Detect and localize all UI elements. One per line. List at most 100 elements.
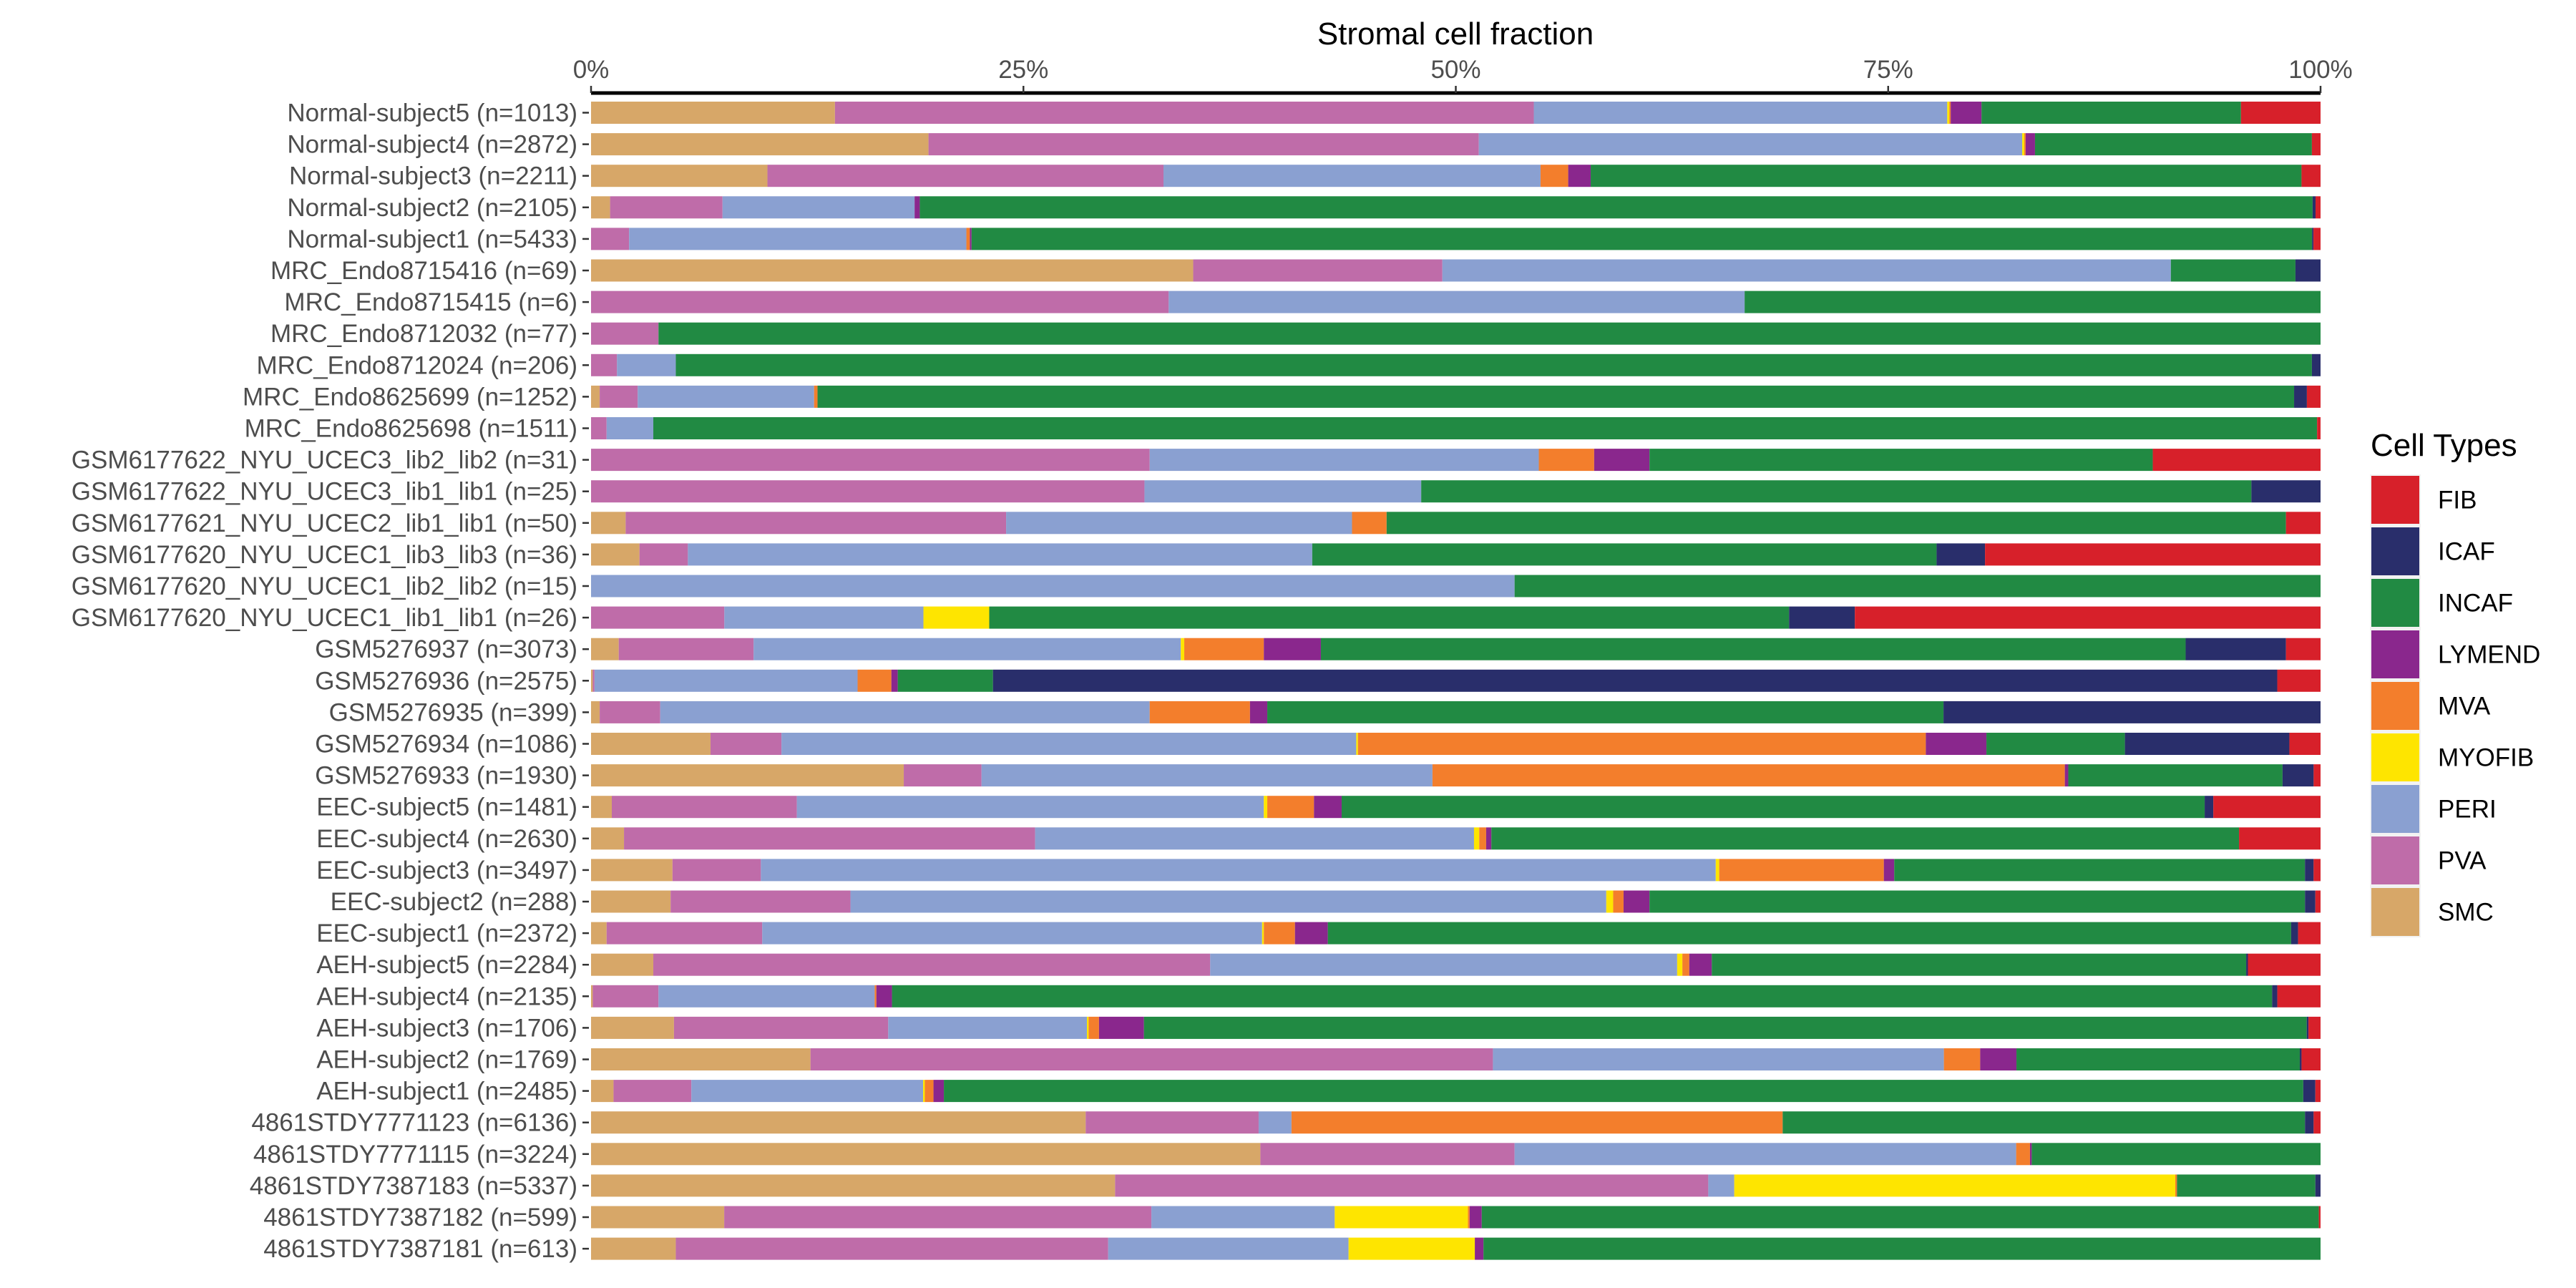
legend-swatch-pva	[2371, 836, 2419, 884]
y-tick-label: GSM5276937 (n=3073)	[315, 635, 577, 663]
bar-segment-pva	[591, 480, 1145, 503]
bar-segment-peri	[591, 575, 1515, 597]
bar-segment-smc	[591, 196, 610, 219]
bar-segment-smc	[591, 764, 904, 787]
bar-segment-lymend	[1294, 922, 1328, 945]
y-tick-label: 4861STDY7771123 (n=6136)	[251, 1109, 577, 1137]
bar-segment-peri	[1708, 1174, 1735, 1197]
x-axis-title: Stromal cell fraction	[1317, 16, 1594, 52]
bar-segment-fib	[2285, 512, 2321, 535]
bar-row	[591, 1111, 2321, 1134]
y-tick-label: Normal-subject4 (n=2872)	[287, 131, 577, 159]
bar-segment-pva	[675, 1237, 1108, 1260]
bar-segment-smc	[591, 701, 600, 723]
x-tick-label: 50%	[1430, 56, 1480, 84]
bar-segment-lymend	[1623, 890, 1650, 913]
bar-segment-mva	[1432, 764, 2065, 787]
bar-segment-mva	[1943, 1048, 1981, 1070]
bar-row	[591, 1143, 2321, 1166]
bar-segment-peri	[850, 890, 1606, 913]
y-tick-label: AEH-subject3 (n=1706)	[316, 1014, 577, 1042]
bar-row	[591, 606, 2321, 629]
bar-segment-incaf	[1745, 291, 2321, 313]
bar-row	[591, 1206, 2321, 1229]
bar-row	[591, 353, 2321, 376]
y-tick-label: AEH-subject2 (n=1769)	[316, 1046, 577, 1074]
bar-segment-peri	[724, 606, 924, 629]
bar-segment-pva	[1115, 1174, 1709, 1197]
bar-row	[591, 890, 2321, 913]
bar-segment-fib	[2313, 228, 2321, 250]
bar-segment-mva	[1267, 796, 1314, 819]
bar-row	[591, 543, 2321, 566]
bar-segment-mva	[1184, 638, 1264, 660]
bar-row	[591, 102, 2321, 124]
bar-segment-pva	[592, 669, 595, 692]
bar-segment-incaf	[2034, 133, 2312, 156]
bar-segment-pva	[639, 543, 688, 566]
y-tick-label: Normal-subject1 (n=5433)	[287, 225, 577, 253]
bar-row	[591, 827, 2321, 850]
bar-segment-myofib	[1086, 1016, 1089, 1039]
bar-segment-smc	[591, 859, 673, 882]
bar-segment-incaf	[1514, 575, 2321, 597]
bar-segment-pva	[613, 1080, 692, 1103]
bar-segment-incaf	[653, 417, 2318, 439]
bar-row	[591, 638, 2321, 660]
bar-segment-incaf	[658, 322, 2321, 345]
bar-segment-mva	[924, 1080, 934, 1103]
bar-segment-pva	[600, 701, 660, 723]
bar-segment-mva	[1613, 890, 1624, 913]
bar-segment-smc	[591, 385, 600, 408]
bar-segment-mva	[966, 228, 970, 250]
bar-segment-pva	[591, 353, 618, 376]
bar-row	[591, 165, 2321, 187]
bar-segment-incaf	[2031, 1143, 2321, 1166]
bar-segment-pva	[610, 196, 723, 219]
bar-segment-incaf	[1649, 449, 2153, 472]
bar-segment-icaf	[2246, 953, 2248, 976]
bar-segment-incaf	[892, 985, 2273, 1008]
bar-row	[591, 1016, 2321, 1039]
bar-segment-smc	[591, 669, 593, 692]
bar-segment-icaf	[2124, 733, 2290, 755]
legend-label: MYOFIB	[2438, 744, 2534, 772]
bar-segment-peri	[638, 385, 814, 408]
bar-row	[591, 701, 2321, 723]
bar-segment-pva	[600, 385, 638, 408]
bar-segment-fib	[2301, 1048, 2321, 1070]
bar-segment-peri	[1478, 133, 2023, 156]
y-tick-label: GSM5276935 (n=399)	[329, 698, 577, 726]
bar-segment-icaf	[1936, 543, 1986, 566]
bar-segment-pva	[767, 165, 1164, 187]
bar-segment-mva	[2175, 1174, 2177, 1197]
x-tick-label: 0%	[573, 56, 610, 84]
bar-segment-myofib	[1356, 733, 1358, 755]
x-tick-label: 100%	[2288, 56, 2353, 84]
bar-row	[591, 733, 2321, 755]
bar-row	[591, 322, 2321, 345]
bar-segment-smc	[591, 1143, 1261, 1166]
bar-segment-mva	[814, 385, 818, 408]
bar-segment-fib	[2298, 922, 2321, 945]
bar-segment-lymend	[2025, 133, 2035, 156]
bar-segment-peri	[1169, 291, 1745, 313]
bar-segment-myofib	[1947, 102, 1950, 124]
bar-segment-lymend	[2064, 764, 2069, 787]
y-tick-label: GSM6177620_NYU_UCEC1_lib1_lib1 (n=26)	[72, 604, 577, 632]
bar-segment-incaf	[1981, 102, 2241, 124]
bar-segment-myofib	[1473, 827, 1480, 850]
bar-segment-pva	[810, 1048, 1493, 1070]
bar-row	[591, 133, 2321, 156]
bar-segment-peri	[1442, 259, 2171, 282]
bar-segment-pva	[673, 1016, 889, 1039]
y-tick-label: GSM6177621_NYU_UCEC2_lib1_lib1 (n=50)	[72, 509, 577, 537]
legend-swatch-lymend	[2371, 630, 2419, 678]
bar-segment-peri	[658, 985, 875, 1008]
bar-segment-lymend	[891, 669, 898, 692]
y-tick-label: MRC_Endo8625699 (n=1252)	[243, 383, 577, 411]
y-tick-label: EEC-subject3 (n=3497)	[316, 857, 577, 884]
bar-segment-mva	[1264, 922, 1295, 945]
bar-segment-peri	[1163, 165, 1541, 187]
bar-segment-peri	[660, 701, 1150, 723]
